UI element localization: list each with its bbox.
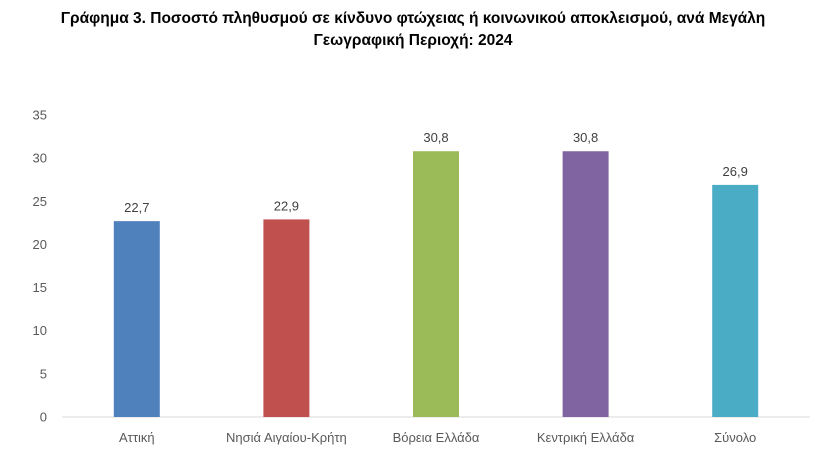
x-tick-label-4: Κεντρική Ελλάδα [537,430,635,445]
y-tick-label: 0 [40,410,47,425]
bar-4 [562,151,609,418]
y-tick-label: 25 [33,194,47,209]
x-tick-label-3: Βόρεια Ελλάδα [393,430,480,445]
chart-title-line-1: Γράφημα 3. Ποσοστό πληθυσμού σε κίνδυνο … [60,10,766,27]
x-tick-label-2: Νησιά Αιγαίου-Κρήτη [226,430,347,445]
bar-3 [413,151,459,418]
chart-title: Γράφημα 3. Ποσοστό πληθυσμού σε κίνδυνο … [0,8,826,52]
data-label-1: 22,7 [124,200,149,215]
data-label-2: 22,9 [274,198,299,213]
data-label-5: 26,9 [723,164,748,179]
y-tick-label: 5 [40,366,47,381]
y-tick-label: 35 [33,108,47,123]
y-tick-label: 20 [33,237,47,252]
x-tick-label-1: Αττική [119,430,155,445]
y-tick-label: 10 [33,323,47,338]
bar-2 [263,219,310,417]
y-tick-label: 30 [33,151,47,166]
chart-title-line-2: Γεωγραφική Περιοχή: 2024 [313,32,513,49]
data-label-4: 30,8 [573,130,598,145]
data-label-3: 30,8 [423,130,448,145]
y-tick-label: 15 [33,280,47,295]
bar-1 [113,221,160,417]
x-tick-label-5: Σύνολο [714,430,756,445]
bar-5 [712,184,759,417]
